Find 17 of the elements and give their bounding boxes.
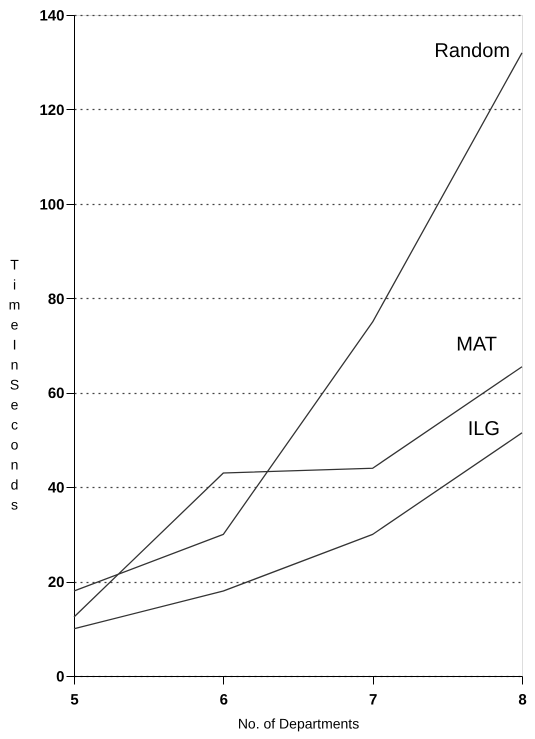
x-tick-label: 8 <box>518 692 527 708</box>
series-label: ILG <box>468 418 500 440</box>
series-label: Random <box>434 40 510 62</box>
text: Time In Seconds <box>8 256 20 512</box>
y-tick-label: 120 <box>39 102 64 119</box>
y-tick-label: 60 <box>48 385 64 402</box>
x-axis-title: No. of Departments <box>238 716 360 732</box>
x-tick-label: 7 <box>368 692 378 708</box>
x-tick-label: 6 <box>220 692 228 708</box>
y-tick-label: 140 <box>39 8 64 24</box>
y-tick-label: 80 <box>48 290 64 308</box>
y-tick-label: 100 <box>39 196 64 214</box>
y-tick-label: 0 <box>56 668 64 686</box>
series-label: MAT <box>456 334 497 356</box>
y-tick-label: 40 <box>48 480 64 497</box>
x-tick-label: 5 <box>70 692 79 708</box>
y-tick-label: 20 <box>48 574 64 592</box>
